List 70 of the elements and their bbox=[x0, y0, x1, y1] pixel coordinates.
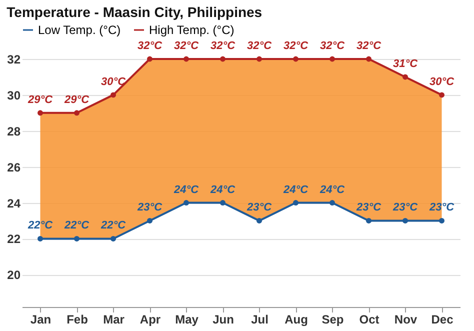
data-label: 23°C bbox=[246, 202, 273, 214]
data-label: 22°C bbox=[100, 220, 127, 232]
data-label: 29°C bbox=[63, 94, 90, 106]
point bbox=[147, 56, 152, 62]
y-tick-label: 26 bbox=[7, 160, 21, 174]
data-label: 24°C bbox=[318, 184, 346, 196]
data-label: 23°C bbox=[136, 202, 164, 214]
point bbox=[184, 56, 189, 62]
point bbox=[402, 74, 408, 80]
point bbox=[184, 200, 189, 206]
x-tick-label: Aug bbox=[284, 312, 308, 326]
data-label: 32°C bbox=[283, 40, 310, 52]
data-label: 32°C bbox=[356, 40, 382, 52]
y-tick-label: 24 bbox=[7, 196, 21, 210]
point bbox=[366, 218, 372, 224]
x-tick-label: Sep bbox=[322, 312, 344, 326]
data-label: 23°C bbox=[392, 202, 419, 214]
y-tick-label: 28 bbox=[7, 124, 21, 138]
x-tick-label: Oct bbox=[359, 312, 380, 326]
point bbox=[38, 236, 43, 242]
data-label: 32°C bbox=[246, 40, 273, 52]
point bbox=[293, 200, 298, 206]
data-label: 31°C bbox=[392, 58, 419, 70]
point bbox=[110, 92, 116, 98]
data-label: 22°C bbox=[63, 220, 90, 232]
x-tick-label: May bbox=[175, 312, 199, 326]
point bbox=[74, 110, 80, 116]
data-label: 23°C bbox=[428, 202, 456, 214]
point bbox=[330, 56, 335, 62]
data-label: 23°C bbox=[355, 202, 382, 214]
data-label: 32°C bbox=[320, 40, 346, 52]
point bbox=[256, 56, 262, 62]
chart-title: Temperature - Maasin City, Philippines bbox=[6, 4, 262, 20]
y-tick-label: 20 bbox=[7, 268, 21, 282]
y-tick-label: 32 bbox=[7, 52, 21, 66]
x-tick-label: Jun bbox=[212, 312, 234, 326]
point bbox=[439, 218, 444, 224]
y-tick-label: 22 bbox=[7, 232, 21, 246]
legend-label: High Temp. (°C) bbox=[149, 23, 234, 37]
x-tick-label: Feb bbox=[66, 312, 88, 326]
data-label: 32°C bbox=[210, 40, 236, 52]
data-label: 22°C bbox=[26, 220, 54, 232]
point bbox=[220, 56, 226, 62]
legend-label: Low Temp. (°C) bbox=[38, 23, 121, 37]
x-tick-label: Dec bbox=[431, 312, 454, 326]
data-label: 32°C bbox=[174, 40, 200, 52]
point bbox=[74, 236, 80, 242]
point bbox=[110, 236, 116, 242]
point bbox=[366, 56, 372, 62]
point bbox=[402, 218, 408, 224]
data-label: 30°C bbox=[429, 76, 456, 88]
point bbox=[220, 200, 226, 206]
x-tick-label: Jan bbox=[30, 312, 52, 326]
point bbox=[147, 218, 152, 224]
point bbox=[38, 110, 43, 116]
data-label: 24°C bbox=[209, 184, 236, 196]
point bbox=[256, 218, 262, 224]
point bbox=[439, 92, 444, 98]
y-tick-label: 30 bbox=[7, 88, 21, 102]
data-label: 24°C bbox=[282, 184, 310, 196]
data-label: 32°C bbox=[137, 40, 164, 52]
x-tick-label: Mar bbox=[103, 312, 125, 326]
x-tick-label: Jul bbox=[251, 312, 268, 326]
x-tick-label: Apr bbox=[140, 312, 161, 326]
data-label: 24°C bbox=[172, 184, 200, 196]
x-tick-label: Nov bbox=[394, 312, 418, 326]
point bbox=[330, 200, 335, 206]
data-label: 29°C bbox=[26, 94, 54, 106]
data-label: 30°C bbox=[100, 76, 127, 88]
point bbox=[293, 56, 298, 62]
